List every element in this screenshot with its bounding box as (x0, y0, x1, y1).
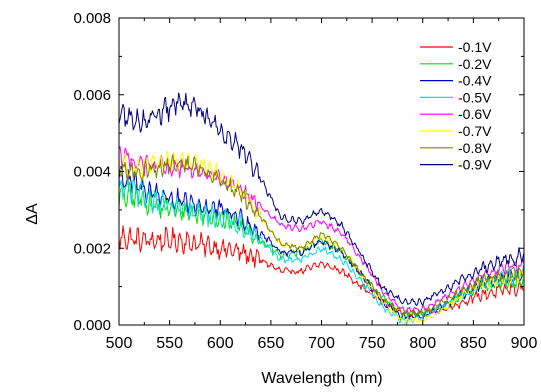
legend-label: -0.1V (458, 39, 492, 55)
y-tick-label: 0.004 (73, 164, 111, 181)
x-tick-label: 750 (359, 335, 386, 352)
x-tick-label: 850 (460, 335, 487, 352)
legend-label: -0.2V (458, 56, 492, 72)
y-axis-label: ΔA (24, 203, 41, 225)
y-tick-label: 0.002 (73, 240, 111, 257)
legend-label: -0.4V (458, 73, 492, 89)
series-line--0.2V (119, 181, 524, 318)
x-tick-label: 800 (409, 335, 436, 352)
series-group (119, 92, 524, 325)
x-tick-label: 500 (106, 335, 133, 352)
series-layer (119, 92, 524, 325)
legend-label: -0.7V (458, 123, 492, 139)
legend: -0.1V-0.2V-0.4V-0.5V-0.6V-0.7V-0.8V-0.9V (420, 39, 492, 173)
x-tick-label: 650 (258, 335, 285, 352)
legend-label: -0.5V (458, 89, 492, 105)
x-tick-label: 700 (308, 335, 335, 352)
series-line--0.1V (119, 225, 524, 318)
x-tick-label: 900 (511, 335, 538, 352)
y-tick-label: 0.008 (73, 10, 111, 27)
x-tick-label: 550 (156, 335, 183, 352)
legend-label: -0.9V (458, 157, 492, 173)
x-tick-label: 600 (207, 335, 234, 352)
legend-label: -0.8V (458, 140, 492, 156)
axes-layer: 500 550 600 650 700 750 800 850 900 0.000 0.002 0.0… (73, 10, 537, 352)
series-line--0.9V (119, 92, 524, 307)
x-axis-label: Wavelength (nm) (261, 370, 382, 387)
legend-label: -0.6V (458, 106, 492, 122)
series-line--0.8V (119, 154, 524, 317)
y-tick-label: 0.006 (73, 87, 111, 104)
y-tick-label: 0.000 (73, 317, 111, 334)
